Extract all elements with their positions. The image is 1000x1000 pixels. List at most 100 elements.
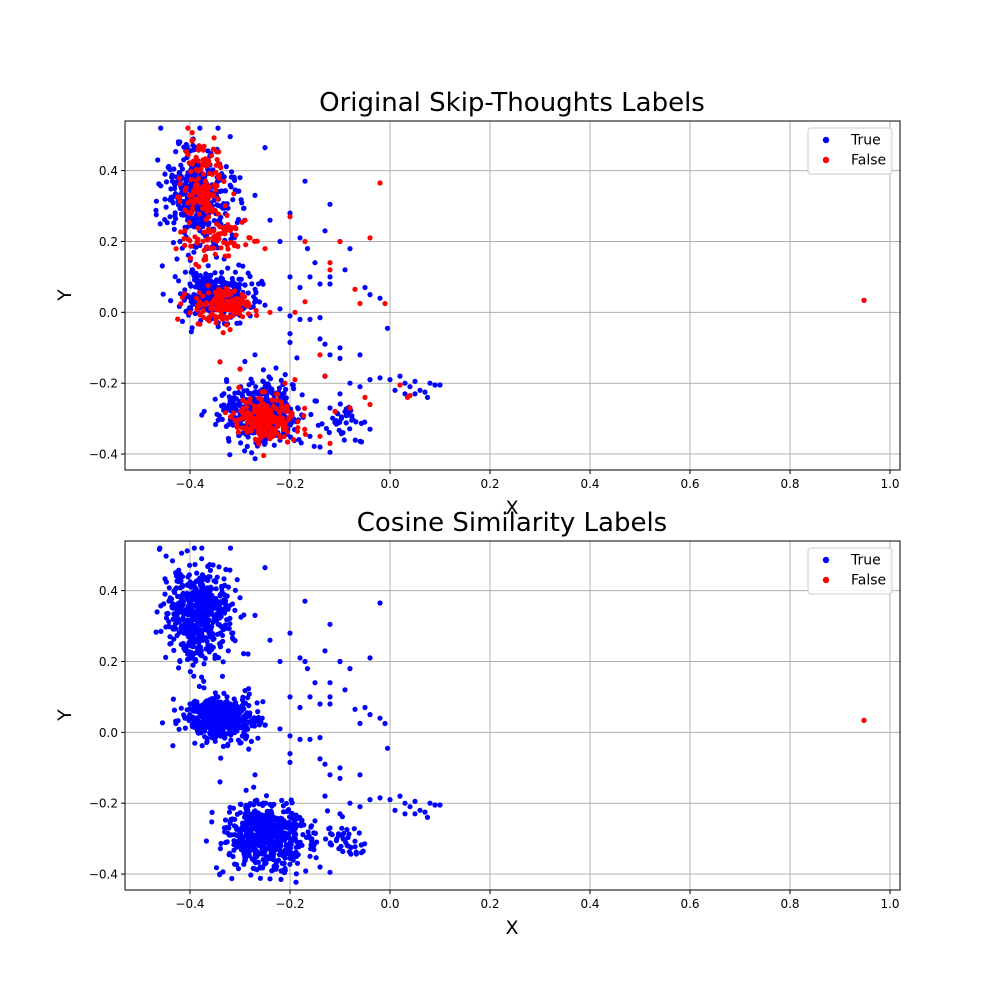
data-point-true	[349, 418, 354, 423]
legend-label-true: True	[850, 133, 881, 149]
data-point-true	[230, 718, 235, 723]
data-point-false	[182, 228, 187, 233]
data-point-true	[263, 823, 268, 828]
data-point-true	[289, 798, 294, 803]
data-point-false	[204, 217, 209, 222]
data-point-true	[183, 270, 188, 275]
data-point-false	[207, 204, 212, 209]
x-tick-label: 0.2	[480, 477, 499, 491]
data-point-true	[192, 546, 197, 551]
data-point-true	[231, 838, 236, 843]
data-point-true	[227, 452, 232, 457]
data-point-true	[412, 379, 417, 384]
legend: True False	[808, 548, 892, 594]
data-point-false	[201, 172, 206, 177]
data-point-true	[168, 298, 173, 303]
data-point-true	[204, 708, 209, 713]
data-point-true	[286, 831, 291, 836]
data-point-true	[283, 824, 288, 829]
y-tick-label: 0.4	[99, 164, 118, 178]
data-point-true	[174, 620, 179, 625]
data-point-false	[246, 311, 251, 316]
data-point-true	[193, 703, 198, 708]
data-point-true	[185, 591, 190, 596]
data-point-true	[239, 847, 244, 852]
data-point-true	[208, 729, 213, 734]
data-point-false	[180, 295, 185, 300]
data-point-true	[241, 862, 246, 867]
data-point-true	[277, 659, 282, 664]
data-point-true	[297, 235, 302, 240]
data-point-true	[227, 626, 232, 631]
data-point-true	[189, 270, 194, 275]
data-point-true	[427, 801, 432, 806]
data-point-true	[223, 700, 228, 705]
data-point-true	[257, 722, 262, 727]
data-point-true	[221, 391, 226, 396]
data-point-true	[437, 802, 442, 807]
data-point-true	[260, 803, 265, 808]
data-point-true	[287, 862, 292, 867]
data-point-true	[340, 833, 345, 838]
data-point-true	[227, 621, 232, 626]
data-point-true	[377, 296, 382, 301]
data-point-true	[214, 586, 219, 591]
data-point-true	[255, 700, 260, 705]
data-point-true	[252, 613, 257, 618]
data-point-true	[227, 616, 232, 621]
data-point-true	[213, 718, 218, 723]
data-point-true	[230, 279, 235, 284]
data-point-false	[202, 200, 207, 205]
data-point-true	[245, 820, 250, 825]
data-point-false	[283, 409, 288, 414]
data-point-true	[261, 379, 266, 384]
data-point-true	[228, 817, 233, 822]
data-point-true	[357, 352, 362, 357]
data-point-true	[221, 576, 226, 581]
data-point-true	[207, 713, 212, 718]
data-point-true	[200, 724, 205, 729]
data-point-true	[201, 661, 206, 666]
data-point-true	[170, 173, 175, 178]
data-point-true	[241, 612, 246, 617]
data-point-true	[252, 719, 257, 724]
data-point-true	[302, 599, 307, 604]
data-point-false	[247, 235, 252, 240]
data-point-true	[158, 221, 163, 226]
data-point-false	[244, 405, 249, 410]
data-point-true	[210, 810, 215, 815]
data-point-false	[175, 317, 180, 322]
data-point-true	[246, 290, 251, 295]
data-point-true	[263, 860, 268, 865]
data-point-true	[250, 826, 255, 831]
data-point-true	[155, 609, 160, 614]
data-point-true	[197, 279, 202, 284]
data-point-true	[237, 320, 242, 325]
data-point-true	[353, 438, 358, 443]
data-point-true	[265, 381, 270, 386]
data-point-false	[192, 234, 197, 239]
data-point-true	[177, 170, 182, 175]
data-point-false	[213, 290, 218, 295]
data-point-true	[312, 818, 317, 823]
data-point-true	[261, 367, 266, 372]
data-point-true	[242, 282, 247, 287]
data-point-false	[197, 322, 202, 327]
data-point-true	[190, 597, 195, 602]
data-point-true	[180, 627, 185, 632]
data-point-true	[172, 602, 177, 607]
data-point-true	[237, 175, 242, 180]
data-point-true	[268, 847, 273, 852]
data-point-true	[242, 851, 247, 856]
data-point-true	[337, 345, 342, 350]
data-point-true	[233, 638, 238, 643]
legend: True False	[808, 128, 892, 174]
data-point-true	[194, 611, 199, 616]
data-point-true	[287, 340, 292, 345]
data-point-true	[242, 725, 247, 730]
data-point-true	[300, 832, 305, 837]
data-point-false	[201, 308, 206, 313]
data-point-false	[240, 292, 245, 297]
data-point-false	[302, 299, 307, 304]
data-point-true	[252, 772, 257, 777]
